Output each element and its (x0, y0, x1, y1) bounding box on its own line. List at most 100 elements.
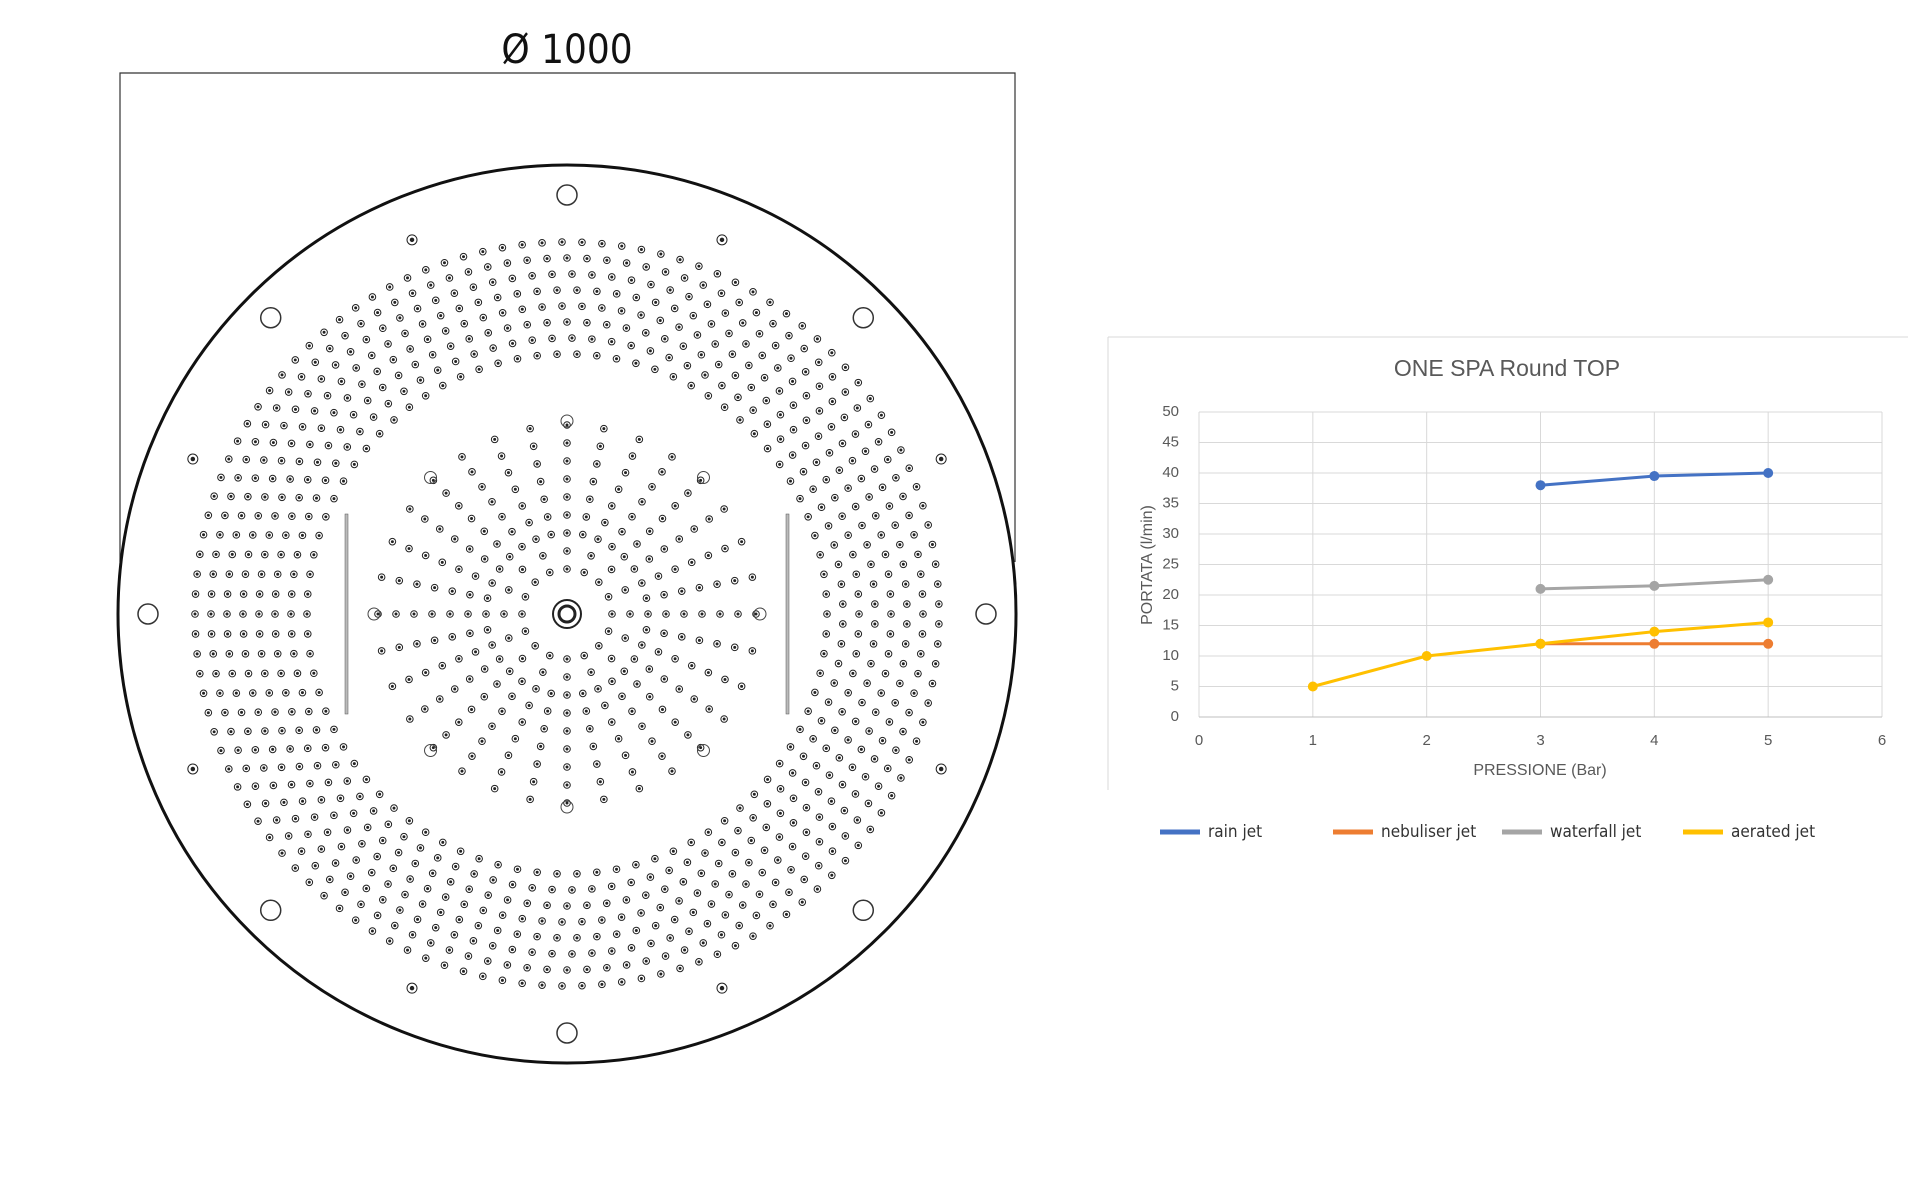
nozzle-ring (448, 633, 457, 641)
nozzle-hole (343, 890, 347, 894)
nozzle-hole (585, 903, 589, 907)
nozzle-hole (381, 386, 385, 389)
nozzle-hole (660, 754, 664, 758)
nozzle-ring (563, 673, 571, 681)
nozzle-ring (212, 550, 220, 559)
nozzle-hole (699, 746, 703, 750)
nozzle (775, 460, 784, 469)
nozzle-ring (498, 707, 506, 716)
nozzle-hole (354, 858, 358, 862)
nozzle-hole (707, 517, 711, 521)
nozzle-ring (852, 570, 861, 579)
nozzle-hole (829, 425, 833, 429)
nozzle-hole (416, 307, 420, 311)
nozzle (840, 413, 849, 422)
nozzle-hole (879, 533, 883, 537)
nozzle (405, 403, 414, 412)
nozzle-hole (409, 237, 415, 243)
nozzle-hole (766, 447, 770, 451)
nozzle-hole (798, 497, 802, 501)
nozzle-hole (868, 827, 872, 831)
nozzle (563, 254, 571, 262)
nozzle (928, 540, 937, 549)
nozzle-hole (276, 572, 280, 576)
nozzle-hole (736, 829, 740, 833)
nozzle-hole (804, 806, 808, 810)
nozzle-hole (680, 635, 684, 639)
nozzle (899, 659, 908, 668)
nozzle-hole (247, 672, 251, 676)
nozzle (435, 695, 444, 703)
nozzle-ring (563, 421, 571, 429)
nozzle (433, 366, 442, 374)
nozzle-hole (581, 533, 585, 537)
nozzle (303, 610, 311, 618)
nozzle-hole (424, 553, 428, 557)
nozzle-hole (372, 809, 376, 813)
nozzle (802, 828, 811, 837)
nozzle-hole (644, 596, 648, 600)
nozzle-hole (381, 326, 385, 330)
nozzle-hole (359, 902, 363, 906)
nozzle-hole (229, 730, 233, 734)
nozzle-hole (747, 861, 751, 865)
nozzle-ring (884, 570, 893, 578)
nozzle-ring (480, 692, 489, 701)
nozzle-hole (905, 602, 909, 606)
nozzle-ring (589, 742, 598, 751)
nozzle-ring (493, 926, 502, 935)
nozzle-hole (439, 910, 443, 914)
nozzle (373, 852, 382, 861)
nozzle (887, 610, 895, 618)
nozzle-ring (324, 441, 333, 450)
nozzle (489, 876, 497, 884)
nozzle-ring (242, 764, 251, 773)
nozzle-ring (603, 256, 611, 265)
nozzle (310, 407, 319, 415)
nozzle-hole (813, 690, 817, 694)
nozzle (543, 901, 551, 910)
nozzle-ring (600, 795, 608, 804)
nozzle (483, 594, 492, 602)
nozzle-ring (523, 899, 532, 908)
nozzle (418, 900, 427, 908)
nozzle (406, 345, 414, 353)
nozzle-hole (326, 444, 330, 448)
nozzle-ring (356, 792, 364, 801)
nozzle-ring (384, 399, 393, 408)
nozzle-ring (651, 854, 659, 863)
nozzle-hole (817, 815, 821, 819)
nozzle-hole (506, 753, 510, 757)
nozzle-hole (695, 333, 699, 337)
nozzle (578, 917, 586, 926)
nozzle (886, 590, 895, 598)
nozzle-ring (304, 830, 312, 839)
nozzle-hole (733, 645, 737, 649)
data-point (1649, 638, 1660, 649)
nozzle-hole (194, 632, 198, 636)
nozzle-hole (620, 530, 624, 534)
nozzle (695, 583, 704, 592)
cross-hole (560, 800, 574, 814)
nozzle (841, 363, 850, 372)
nozzle (817, 716, 826, 725)
nozzle-hole (467, 887, 471, 891)
nozzle (251, 782, 260, 791)
nozzle-hole (214, 552, 218, 556)
nozzle-hole (622, 669, 626, 673)
nozzle (725, 890, 733, 899)
nozzle (413, 915, 422, 924)
nozzle (935, 763, 947, 775)
nozzle (321, 743, 330, 752)
nozzle-hole (701, 283, 705, 287)
nozzle-hole (540, 241, 544, 245)
nozzle-ring (260, 550, 269, 559)
nozzle (513, 930, 522, 938)
nozzle-hole (206, 711, 210, 715)
nozzle-ring (897, 774, 905, 782)
nozzle-hole (640, 500, 644, 504)
nozzle-hole (408, 507, 412, 511)
nozzle-hole (534, 537, 538, 541)
nozzle-ring (760, 373, 769, 382)
nozzle-ring (914, 550, 922, 559)
